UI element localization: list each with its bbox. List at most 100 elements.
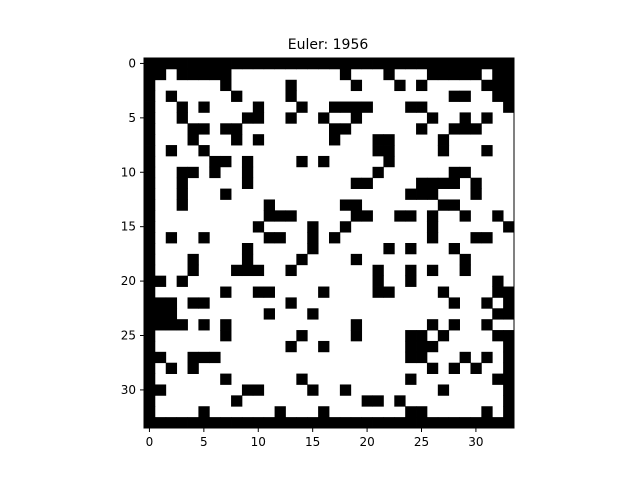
heatmap-cell [209,68,221,81]
heatmap-cell [329,134,341,146]
heatmap-cell [350,417,363,429]
heatmap-cell [144,264,156,277]
heatmap-cell [165,232,178,244]
heatmap-cell [350,58,363,70]
heatmap-cell [470,188,482,200]
heatmap-cell [426,362,439,374]
heatmap-cell [165,319,178,331]
chart-title: Euler: 1956 [288,37,369,53]
heatmap-cell [426,210,439,222]
heatmap-cell [165,297,178,309]
heatmap-cell [144,417,156,429]
heatmap-cell [470,58,482,70]
heatmap-cell [198,319,210,331]
heatmap-cell [339,221,352,233]
heatmap-cell [252,134,265,146]
heatmap-cell [383,145,395,157]
heatmap-cell [220,58,232,70]
heatmap-cell [339,199,352,211]
x-tick-label: 20 [359,435,374,449]
heatmap-cell [144,232,156,244]
heatmap-cell [459,264,471,277]
heatmap-cell [307,221,319,233]
heatmap-cell [492,417,504,429]
heatmap-cell [329,101,341,113]
y-tick-label: 25 [121,329,136,343]
heatmap-cell [448,362,460,374]
heatmap-cell [470,417,482,429]
heatmap-cell [459,417,471,429]
heatmap-cell [285,58,297,70]
heatmap-cell [144,243,156,255]
heatmap-cell [198,297,210,309]
heatmap-cell [209,58,221,70]
heatmap-cell [144,362,156,374]
heatmap-cell [481,417,493,429]
heatmap-cell [144,199,156,211]
heatmap-cell [176,58,188,70]
x-tick-label: 0 [146,435,154,449]
heatmap-cell [307,308,319,320]
heatmap-cell [503,79,515,92]
heatmap-cell [198,417,210,429]
heatmap-cell [503,340,515,353]
heatmap-cell [437,145,450,157]
heatmap-cell [416,417,428,429]
heatmap-cell [481,297,493,309]
heatmap-cell [503,68,515,81]
heatmap-cell [187,166,199,179]
heatmap-cell [285,90,297,102]
heatmap-cell [241,177,254,189]
plot-frame [143,57,515,429]
heatmap-cell [296,330,308,342]
heatmap-cell [361,395,373,407]
heatmap-cell [241,243,254,255]
heatmap-cell [448,297,460,309]
y-tick-label: 5 [128,111,136,125]
heatmap-cell [187,362,199,374]
heatmap-cell [481,406,493,418]
heatmap-cell [252,101,265,113]
heatmap-cell [241,417,254,429]
heatmap-cell [448,68,460,81]
heatmap-cell [350,330,363,342]
heatmap-cell [144,373,156,385]
heatmap-cell [405,243,417,255]
heatmap-cell [416,340,428,353]
heatmap-cell [241,155,254,168]
heatmap-cell [154,68,167,81]
heatmap-cell [503,221,515,233]
heatmap-cell [394,210,406,222]
heatmap-cell [231,90,243,102]
heatmap-cell [263,286,275,298]
heatmap-cell [416,101,428,113]
heatmap-cell [372,417,384,429]
heatmap-cell [252,417,265,429]
heatmap-cell [437,58,450,70]
y-tick-label: 15 [121,220,136,234]
heatmap-cell [154,351,167,364]
heatmap-cell [285,112,297,124]
heatmap-cell [144,79,156,92]
heatmap-cell [350,319,363,331]
heatmap-cell [405,101,417,113]
heatmap-cell [274,58,286,70]
heatmap-cell [372,166,384,179]
heatmap-cell [459,123,471,135]
heatmap-cell [285,210,297,222]
heatmap-cell [503,351,515,364]
heatmap-cell [144,188,156,200]
heatmap-cell [285,417,297,429]
heatmap-cell [339,417,352,429]
heatmap-cell [241,384,254,396]
heatmap-cell [383,243,395,255]
heatmap-cell [405,340,417,353]
y-tick-label: 10 [121,165,136,179]
heatmap-cell [209,417,221,429]
heatmap-cell [503,362,515,374]
heatmap-cell [220,188,232,200]
heatmap-cell [154,319,167,331]
heatmap-cell [144,134,156,146]
heatmap-cell [448,177,460,189]
